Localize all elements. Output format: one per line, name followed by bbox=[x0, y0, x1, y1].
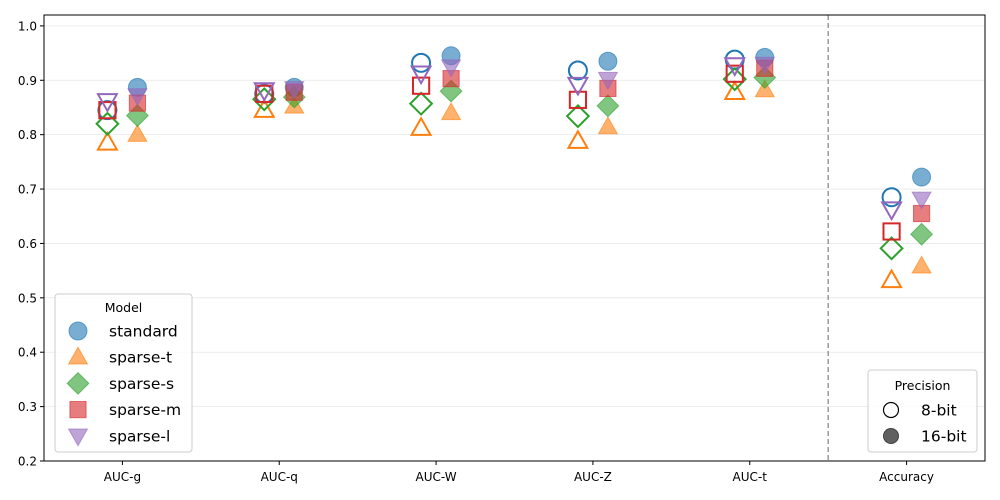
x-tick-label: AUC-W bbox=[416, 470, 457, 484]
point-standard-8bit bbox=[567, 60, 588, 81]
y-tick-label: 0.7 bbox=[18, 183, 37, 197]
legend-label-sparse-l: sparse-l bbox=[109, 427, 170, 445]
point-sparse-l-16bit bbox=[911, 191, 932, 210]
legend-precision-marker bbox=[882, 401, 900, 419]
x-tick-label: AUC-g bbox=[104, 470, 141, 484]
point-sparse-l-8bit bbox=[723, 57, 746, 77]
point-sparse-m-8bit bbox=[98, 101, 117, 120]
y-tick-label: 0.4 bbox=[18, 346, 37, 360]
legend-precision: Precision 8-bit 16-bit bbox=[867, 369, 978, 453]
point-sparse-t-8bit bbox=[96, 130, 119, 151]
legend-label-sparse-m: sparse-m bbox=[109, 401, 181, 419]
legend-precision-label: 8-bit bbox=[921, 402, 957, 420]
y-tick-label: 0.2 bbox=[18, 455, 37, 469]
plot-frame bbox=[43, 14, 986, 462]
point-standard-16bit bbox=[598, 51, 618, 71]
legend-precision-title: Precision bbox=[895, 378, 951, 393]
y-tick-label: 0.8 bbox=[18, 128, 37, 142]
point-sparse-l-16bit bbox=[440, 59, 462, 78]
point-sparse-t-16bit bbox=[127, 123, 148, 142]
x-tick-label: AUC-t bbox=[733, 470, 768, 484]
y-tick-label: 0.9 bbox=[18, 74, 37, 88]
point-sparse-l-16bit bbox=[283, 81, 305, 100]
point-standard-16bit bbox=[912, 167, 932, 187]
point-sparse-l-8bit bbox=[566, 76, 590, 97]
point-sparse-l-16bit bbox=[754, 56, 776, 75]
y-tick-label: 1.0 bbox=[18, 19, 37, 33]
point-sparse-t-8bit bbox=[253, 98, 276, 118]
point-sparse-s-16bit bbox=[910, 222, 934, 246]
point-sparse-t-8bit bbox=[880, 268, 903, 289]
point-standard-8bit bbox=[881, 187, 902, 208]
point-sparse-t-16bit bbox=[911, 255, 932, 274]
legend-marker-sparse-s bbox=[66, 371, 90, 395]
point-sparse-t-16bit bbox=[440, 101, 462, 121]
point-sparse-s-8bit bbox=[565, 103, 591, 129]
point-sparse-t-8bit bbox=[723, 80, 746, 100]
point-sparse-t-8bit bbox=[566, 129, 590, 149]
legend-model-title: Model bbox=[105, 300, 143, 315]
x-tick-label: AUC-q bbox=[261, 470, 298, 484]
point-sparse-l-8bit bbox=[96, 93, 119, 113]
data-points bbox=[95, 46, 934, 289]
point-sparse-s-8bit bbox=[95, 111, 120, 136]
legend-marker-sparse-t bbox=[67, 346, 89, 365]
point-sparse-m-8bit bbox=[725, 64, 744, 83]
point-sparse-m-8bit bbox=[568, 90, 588, 109]
legend-precision-label: 16-bit bbox=[921, 428, 967, 446]
point-sparse-l-8bit bbox=[253, 82, 276, 102]
point-sparse-l-8bit bbox=[880, 201, 903, 222]
legend-precision-marker bbox=[883, 428, 899, 444]
x-tick-label: Accuracy bbox=[879, 470, 934, 484]
point-sparse-m-8bit bbox=[411, 76, 431, 95]
y-tick-label: 0.5 bbox=[18, 291, 37, 305]
point-sparse-t-8bit bbox=[409, 116, 433, 136]
point-sparse-t-16bit bbox=[597, 116, 619, 135]
point-sparse-l-8bit bbox=[409, 65, 433, 86]
legend-label-standard: standard bbox=[109, 323, 178, 341]
x-tick-label: AUC-Z bbox=[574, 470, 612, 484]
point-standard-8bit bbox=[411, 52, 432, 73]
legend-marker-sparse-m bbox=[69, 401, 87, 419]
point-sparse-s-8bit bbox=[408, 91, 434, 116]
legend-marker-sparse-l bbox=[67, 428, 89, 447]
x-axis: AUC-g AUC-q AUC-W AUC-Z AUC-t Accuracy bbox=[104, 461, 934, 484]
legend-model-frame bbox=[54, 293, 193, 453]
point-sparse-l-16bit bbox=[127, 88, 148, 107]
y-tick-label: 0.6 bbox=[18, 237, 37, 251]
legend-label-sparse-s: sparse-s bbox=[109, 375, 174, 393]
y-axis: 0.2 0.3 0.4 0.5 0.6 0.7 0.8 0.9 1.0 bbox=[18, 19, 44, 469]
legend-model: Model standard sparse-t sparse-s sparse-m sp… bbox=[54, 293, 193, 453]
y-tick-label: 0.3 bbox=[18, 400, 37, 414]
legend-label-sparse-t: sparse-t bbox=[109, 349, 172, 367]
point-sparse-l-16bit bbox=[597, 71, 619, 91]
point-sparse-s-16bit bbox=[596, 94, 620, 118]
legend-marker-standard bbox=[68, 321, 88, 341]
point-sparse-s-8bit bbox=[879, 236, 904, 261]
point-sparse-m-8bit bbox=[882, 222, 901, 241]
